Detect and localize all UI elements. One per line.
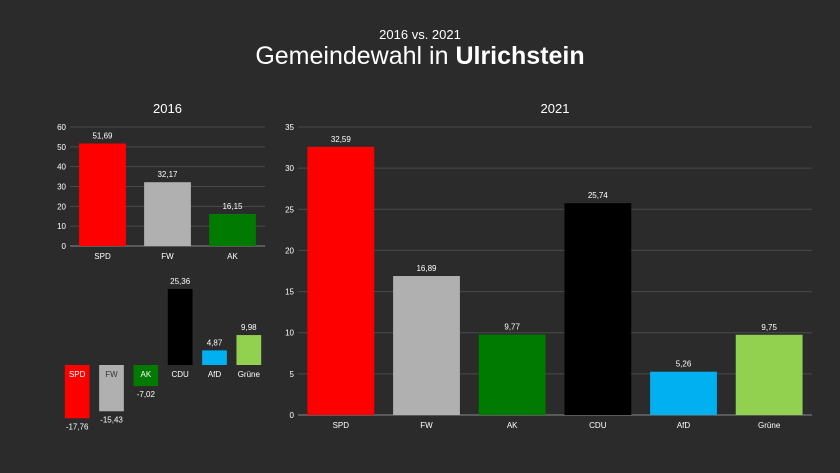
data-label: 9,98: [241, 323, 257, 332]
y-tick-label: 50: [57, 143, 66, 152]
chart-subtitle: 2016 vs. 2021: [379, 27, 461, 42]
data-label: 5,26: [676, 360, 692, 369]
y-tick-label: 20: [57, 202, 66, 211]
change-bar-spd: [64, 365, 90, 419]
data-label: 4,87: [207, 338, 223, 347]
data-label: -17,76: [66, 422, 89, 431]
x-tick-label: SPD: [94, 252, 111, 261]
x-tick-label: CDU: [589, 421, 607, 430]
change-bar-grüne: [236, 335, 262, 365]
change-bar-cdu: [167, 288, 193, 365]
y-tick-label: 60: [57, 123, 66, 132]
title-municipality: Ulrichstein: [455, 42, 585, 70]
bar-afd: [650, 371, 717, 415]
x-tick-label: Grüne: [238, 370, 261, 379]
y-tick-label: 5: [290, 370, 295, 379]
y-tick-label: 30: [285, 164, 294, 173]
data-label: 9,75: [761, 323, 777, 332]
bar-ak: [478, 334, 546, 415]
x-tick-label: FW: [105, 370, 118, 379]
x-tick-label: Grüne: [758, 421, 781, 430]
x-tick-label: FW: [420, 421, 433, 430]
y-tick-label: 40: [57, 163, 66, 172]
data-label: -15,43: [100, 415, 123, 424]
data-label: -7,02: [137, 390, 156, 399]
x-tick-label: AK: [507, 421, 518, 430]
y-tick-label: 10: [285, 329, 294, 338]
data-label: 9,77: [504, 323, 520, 332]
change-bar-ak: [133, 365, 159, 387]
x-tick-label: AfD: [208, 370, 222, 379]
title-prefix: Gemeindewahl in: [255, 42, 456, 70]
data-label: 25,36: [170, 277, 191, 286]
change-bar-fw: [99, 365, 124, 412]
data-label: 32,59: [331, 135, 352, 144]
y-tick-label: 25: [285, 205, 294, 214]
y-tick-label: 20: [285, 246, 294, 255]
chart-2021: 2021 0 5 10 15 20 25 30 35 32,59 SPD 16,89 FW 9,77 AK 2…: [285, 101, 812, 430]
y-tick-label: 15: [285, 288, 294, 297]
bar-ak: [209, 213, 256, 246]
x-tick-label: FW: [161, 252, 174, 261]
page-title: Gemeindewahl in Ulrichstein: [0, 42, 840, 71]
bar-fw: [393, 276, 460, 415]
x-tick-label: SPD: [333, 421, 350, 430]
x-tick-label: AfD: [677, 421, 691, 430]
data-label: 32,17: [157, 170, 178, 179]
bar-spd: [307, 146, 375, 415]
data-label: 51,69: [92, 131, 113, 140]
x-tick-label: AK: [227, 252, 238, 261]
y-tick-label: 30: [57, 183, 66, 192]
data-label: 16,89: [416, 264, 437, 273]
x-tick-label: CDU: [171, 370, 189, 379]
bar-spd: [79, 143, 126, 246]
y-tick-label: 0: [290, 411, 295, 420]
chart-title-2021: 2021: [541, 101, 570, 116]
bar-fw: [144, 182, 191, 246]
chart-title-2016: 2016: [153, 101, 182, 116]
change-bar-afd: [202, 350, 227, 365]
y-tick-label: 35: [285, 123, 294, 132]
chart-diff: -17,76 SPD -15,43 FW -7,02 AK 25,36 CDU 4,87 AfD 9…: [64, 277, 262, 431]
x-tick-label: SPD: [69, 370, 86, 379]
chart-2016: 2016 0 10 20 30 40 50 60 51,69 SPD 32,17 FW 16,15 AK: [57, 101, 265, 261]
x-tick-label: AK: [140, 370, 151, 379]
y-tick-label: 10: [57, 222, 66, 231]
data-label: 16,15: [222, 202, 243, 211]
data-label: 25,74: [588, 191, 609, 200]
y-tick-label: 0: [62, 242, 67, 251]
bar-grüne: [735, 334, 803, 415]
bar-cdu: [564, 203, 632, 415]
